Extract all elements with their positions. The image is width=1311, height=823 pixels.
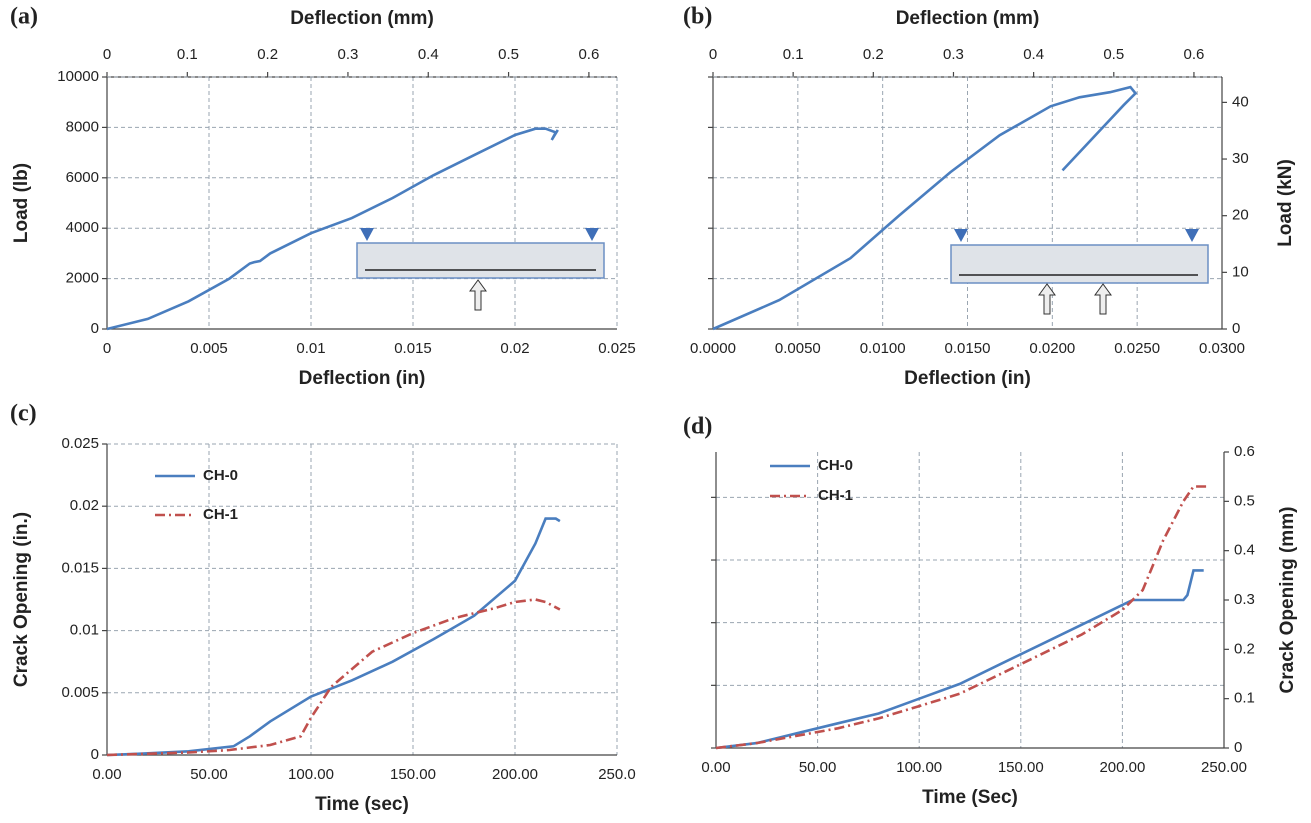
y-tick-label: 2000 [66, 270, 99, 287]
data-line [715, 485, 1208, 750]
x-tick-label: 100.00 [288, 766, 334, 783]
x2-tick-label: 0.2 [257, 46, 278, 63]
x-tick-label: 0.025 [598, 340, 636, 357]
y2-tick-label: 10 [1232, 263, 1249, 280]
x-axis-title: Deflection (in) [904, 368, 1031, 389]
x2-tick-label: 0.4 [1023, 46, 1044, 63]
data-line [715, 569, 1204, 750]
data-line [712, 85, 1138, 331]
x-tick-label: 0.0100 [860, 340, 906, 357]
y2-axis-title: Load (kN) [1275, 159, 1296, 247]
x-tick-label: 250.00 [1201, 759, 1247, 776]
x-tick-label: 0.0200 [1029, 340, 1075, 357]
y-tick-label: 0 [91, 746, 99, 763]
chart-panel: (a) 0 0.005 0.01 0.015 0.02 0.025 Deflection (i… [10, 4, 636, 390]
x-tick-label: 0.02 [500, 340, 529, 357]
x-tick-label: 100.00 [896, 759, 942, 776]
x2-axis-title: Deflection (mm) [896, 8, 1040, 29]
x-tick-label: 150.00 [390, 766, 436, 783]
beam-diagram [950, 229, 1209, 315]
y2-tick-label: 0.4 [1234, 542, 1255, 559]
x2-tick-label: 0.5 [1103, 46, 1124, 63]
y-tick-label: 6000 [66, 169, 99, 186]
x2-axis-title: Deflection (mm) [290, 8, 434, 29]
legend-label: CH-0 [818, 457, 853, 474]
y2-tick-label: 30 [1232, 150, 1249, 167]
y-axis-title: Load (lb) [11, 163, 32, 243]
y2-tick-label: 0.3 [1234, 591, 1255, 608]
x-axis-title: Deflection (in) [299, 368, 426, 389]
y-tick-label: 0.015 [61, 559, 99, 576]
x2-tick-label: 0.6 [1184, 46, 1205, 63]
y-tick-label: 0 [91, 320, 99, 337]
x-tick-label: 0.0000 [690, 340, 736, 357]
chart-panel: (c)0.00 50.00 100.00 150.00 200.00 250.0Time … [10, 401, 636, 816]
x-tick-label: 0.00 [92, 766, 121, 783]
x-tick-label: 200.00 [1099, 759, 1145, 776]
x-tick-label: 0.0150 [945, 340, 991, 357]
legend-label: CH-0 [203, 467, 238, 484]
x2-tick-label: 0.1 [177, 46, 198, 63]
y2-tick-label: 0 [1234, 739, 1242, 756]
data-line [106, 127, 559, 331]
x2-tick-label: 0.4 [418, 46, 439, 63]
y2-tick-label: 0.5 [1234, 492, 1255, 509]
data-line [106, 517, 561, 757]
y-tick-label: 8000 [66, 118, 99, 135]
x2-tick-label: 0.1 [783, 46, 804, 63]
y2-tick-label: 0.2 [1234, 640, 1255, 657]
x-tick-label: 200.00 [492, 766, 538, 783]
panel-label: (a) [10, 4, 38, 30]
x-tick-label: 50.00 [799, 759, 837, 776]
y-tick-label: 0.005 [61, 684, 99, 701]
panel-label: (c) [10, 401, 37, 427]
y-tick-label: 10000 [57, 68, 99, 85]
x-tick-label: 0.00 [701, 759, 730, 776]
panel-label: (d) [683, 414, 712, 440]
x2-tick-label: 0 [709, 46, 717, 63]
y2-axis-title: Crack Opening (mm) [1277, 507, 1298, 694]
legend-label: CH-1 [818, 487, 853, 504]
y-tick-label: 0.01 [70, 622, 99, 639]
x-tick-label: 0.01 [296, 340, 325, 357]
chart-panel: (b) 0.0000 0.0050 0.0100 0.0150 0.0200 0.0250 0… [683, 4, 1296, 390]
x2-tick-label: 0 [103, 46, 111, 63]
x-tick-label: 0.005 [190, 340, 228, 357]
x-tick-label: 250.0 [598, 766, 636, 783]
x-tick-label: 0.0250 [1114, 340, 1160, 357]
x2-tick-label: 0.6 [578, 46, 599, 63]
beam-diagram [356, 228, 605, 311]
x2-tick-label: 0.3 [943, 46, 964, 63]
data-line [106, 598, 561, 757]
y2-tick-label: 20 [1232, 207, 1249, 224]
y-axis-title: Crack Opening (in.) [11, 512, 32, 687]
x-tick-label: 0.015 [394, 340, 432, 357]
y2-tick-label: 0.6 [1234, 443, 1255, 460]
x-tick-label: 150.00 [998, 759, 1044, 776]
x-axis-title: Time (Sec) [922, 787, 1018, 808]
x2-tick-label: 0.3 [338, 46, 359, 63]
chart-panel: (d) 0.00 50.00 100.00 150.00 200.00 250.00 Time… [683, 414, 1298, 809]
legend-label: CH-1 [203, 506, 238, 523]
x-tick-label: 0 [103, 340, 111, 357]
panel-label: (b) [683, 4, 712, 30]
y-tick-label: 0.02 [70, 497, 99, 514]
y-tick-label: 0.025 [61, 435, 99, 452]
y2-tick-label: 0.1 [1234, 690, 1255, 707]
x-tick-label: 0.0050 [775, 340, 821, 357]
y-tick-label: 4000 [66, 219, 99, 236]
y2-tick-label: 40 [1232, 93, 1249, 110]
x-tick-label: 50.00 [190, 766, 228, 783]
x-axis-title: Time (sec) [315, 794, 409, 815]
x2-tick-label: 0.5 [498, 46, 519, 63]
y2-tick-label: 0 [1232, 320, 1240, 337]
x-tick-label: 0.0300 [1199, 340, 1245, 357]
x2-tick-label: 0.2 [863, 46, 884, 63]
